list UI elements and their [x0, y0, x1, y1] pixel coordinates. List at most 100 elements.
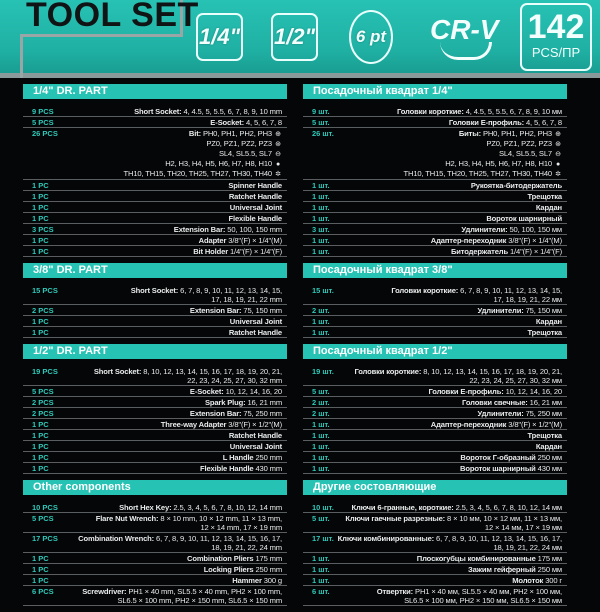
item-value: 17, 18, 19, 21, 22 мм	[493, 295, 562, 304]
item-quantity: 2 PCS	[32, 409, 54, 418]
item-label: Удлинители:	[461, 225, 508, 234]
hex-icon: ●	[275, 161, 281, 168]
item-quantity: 1 PC	[32, 214, 49, 223]
item-quantity: 1 шт.	[312, 236, 330, 245]
item-quantity: 26 шт.	[312, 129, 334, 138]
item-quantity: 5 шт.	[312, 514, 330, 523]
item-label: Extension Bar:	[189, 409, 242, 418]
item-quantity: 3 PCS	[32, 225, 54, 234]
item-value: 4, 4.5, 5, 5.5, 6, 7, 8, 9, 10 мм	[465, 107, 562, 116]
section-title: Другие состовляющие	[303, 480, 567, 495]
item-value: 18, 19, 21, 22, 24 мм	[493, 543, 562, 552]
item-label: Flexible Handle	[228, 214, 283, 223]
list-item: 3 PCS Extension Bar: 50, 100, 150 mm	[23, 224, 287, 235]
item-label: E-Socket:	[189, 387, 224, 396]
item-line: Биты: PH0, PH1, PH2, PH3 ⊕	[303, 129, 567, 139]
item-quantity: 10 шт.	[312, 503, 334, 512]
item-line: Ключи гаечные разрезные: 8 × 10 мм, 10 ×…	[303, 514, 567, 523]
item-quantity: 1 шт.	[312, 464, 330, 473]
item-line: Bit: PH0, PH1, PH2, PH3 ⊕	[23, 129, 287, 139]
item-quantity: 1 шт.	[312, 328, 330, 337]
item-label: Головки короткие:	[354, 367, 422, 376]
list-item: 1 PC Spinner Handle	[23, 180, 287, 191]
item-label: Combination Wrench:	[78, 534, 155, 543]
item-line: SL6.5 × 100 mm, PH2 × 150 mm, SL6.5 × 15…	[23, 596, 287, 605]
item-quantity: 9 шт.	[312, 107, 330, 116]
piece-count: 142	[527, 8, 585, 46]
item-quantity: 1 PC	[32, 431, 49, 440]
item-line: Трещотка	[303, 328, 567, 337]
item-value: PH1 × 40 mm, SL5.5 × 40 mm, PH2 × 100 mm…	[128, 587, 282, 596]
frame-line	[180, 0, 183, 36]
list-item: 1 PC Ratchet Handle	[23, 191, 287, 202]
list-item: 17 PCS Combination Wrench: 6, 7, 8, 9, 10…	[23, 533, 287, 553]
item-quantity: 15 PCS	[32, 286, 58, 295]
item-label: Three-way Adapter	[160, 420, 227, 429]
list-item: 1 PC Adapter 3/8"(F) × 1/4"(M)	[23, 235, 287, 246]
item-value: 3/8"(F) × 1/4"(M)	[508, 236, 562, 245]
item-quantity: 5 PCS	[32, 118, 54, 127]
item-quantity: 2 шт.	[312, 398, 330, 407]
item-value: 50, 100, 150 mm	[227, 225, 282, 234]
item-line: SL4, SL5.5, SL7 ⊖	[303, 149, 567, 159]
item-label: Биты:	[458, 129, 481, 138]
item-value: SL4, SL5.5, SL7	[218, 149, 272, 158]
item-label: Рукоятка-битодержатель	[470, 181, 562, 190]
list-item: 6 шт. Отвертки: PH1 × 40 мм, SL5.5 × 40 м…	[303, 586, 567, 606]
item-label: Ключи 6-гранные, короткие:	[351, 503, 454, 512]
list-item: 1 шт. Зажим гейферный 250 мм	[303, 564, 567, 575]
list-item: 1 шт. Молоток 300 г	[303, 575, 567, 586]
section-title: 3/8" DR. PART	[23, 263, 287, 278]
item-quantity: 1 шт.	[312, 576, 330, 585]
item-line: Головки E-профиль: 4, 5, 6, 7, 8	[303, 118, 567, 127]
item-line: SL6.5 × 100 мм, PH2 × 150 мм, SL6.5 × 15…	[303, 596, 567, 605]
section-title: 1/4" DR. PART	[23, 84, 287, 99]
piece-count-badge: 142 PCS/ПР	[520, 3, 592, 71]
item-line: Flexible Handle 430 mm	[23, 464, 287, 473]
item-line: TH10, TH15, TH20, TH25, TH27, TH30, TH40…	[303, 169, 567, 179]
list-item: 1 шт. Трещотка	[303, 191, 567, 202]
section: Посадочный квадрат 1/4" 9 шт. Головки коро…	[303, 84, 567, 257]
item-label: Отвертки:	[376, 587, 414, 596]
item-label: Головки короткие:	[391, 286, 459, 295]
item-line: Flexible Handle	[23, 214, 287, 223]
item-quantity: 17 PCS	[32, 534, 58, 543]
list-item: 26 PCS Bit: PH0, PH1, PH2, PH3 ⊕ PZ0, PZ1, …	[23, 128, 287, 180]
section: Other components 10 PCS Short Hex Key: 2.5…	[23, 480, 287, 606]
item-label: Short Socket:	[93, 367, 142, 376]
item-value: 50, 100, 150 мм	[509, 225, 562, 234]
item-label: Ключи комбинированные:	[337, 534, 435, 543]
list-item: 9 шт. Головки короткие: 4, 4.5, 5, 5.5, 6…	[303, 106, 567, 117]
drive-half-badge: 1/2"	[271, 13, 318, 61]
item-label: Молоток	[512, 576, 544, 585]
item-quantity: 1 PC	[32, 247, 49, 256]
item-value: 22, 23, 24, 25, 27, 30, 32 mm	[187, 376, 282, 385]
item-label: Screwdriver:	[82, 587, 127, 596]
item-label: Головки E-профиль:	[428, 387, 504, 396]
item-value: TH10, TH15, TH20, TH25, TH27, TH30, TH40	[123, 169, 273, 178]
item-label: Universal Joint	[229, 203, 282, 212]
item-line: Universal Joint	[23, 442, 287, 451]
section: Посадочный квадрат 1/2" 19 шт. Головки кор…	[303, 344, 567, 474]
list-item: 10 PCS Short Hex Key: 2.5, 3, 4, 5, 6, 7,…	[23, 502, 287, 513]
list-item: 1 PC Universal Joint	[23, 202, 287, 213]
list-item: 1 PC Locking Pliers 250 mm	[23, 564, 287, 575]
hex-icon: ●	[555, 161, 561, 168]
item-label: Плоскогубцы комбинированные	[416, 554, 536, 563]
item-value: SL6.5 × 100 mm, PH2 × 150 mm, SL6.5 × 15…	[117, 596, 282, 605]
item-line: TH10, TH15, TH20, TH25, TH27, TH30, TH40…	[23, 169, 287, 179]
phillips-icon: ⊕	[555, 131, 561, 138]
section-title: Посадочный квадрат 1/4"	[303, 84, 567, 99]
item-line: Головки короткие: 4, 4.5, 5, 5.5, 6, 7, …	[303, 107, 567, 116]
item-line: 12 × 14 mm, 17 × 19 mm	[23, 523, 287, 532]
item-label: Удлинители:	[477, 306, 524, 315]
list-item: 1 шт. Адаптер-переходник 3/8"(F) × 1/4"(M…	[303, 235, 567, 246]
pozidriv-icon: ⊛	[275, 141, 281, 148]
item-line: Трещотка	[303, 192, 567, 201]
item-line: Удлинители: 75, 250 мм	[303, 409, 567, 418]
frame-line	[20, 34, 23, 78]
list-item: 3 шт. Удлинители: 50, 100, 150 мм	[303, 224, 567, 235]
item-quantity: 10 PCS	[32, 503, 58, 512]
item-value: 250 mm	[255, 565, 282, 574]
item-line: Молоток 300 г	[303, 576, 567, 585]
